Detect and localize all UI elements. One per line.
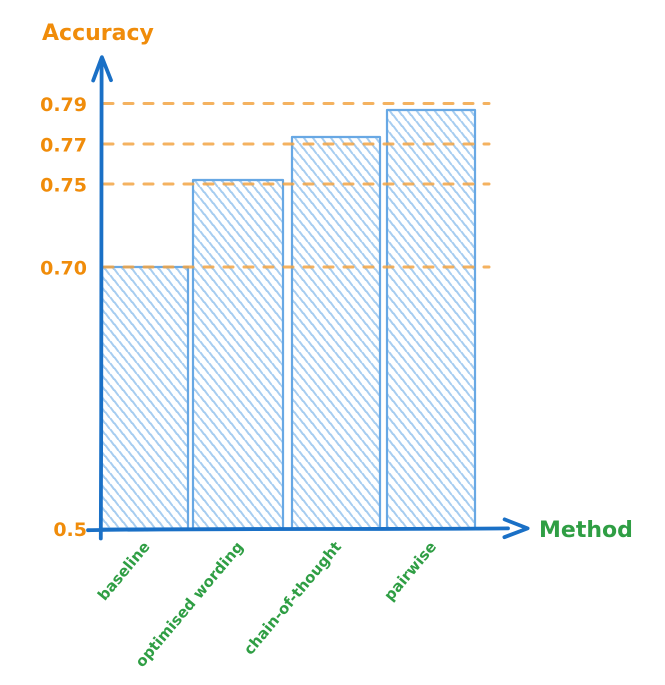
y-axis-line (98, 58, 104, 541)
x-category-label-baseline: baseline (94, 538, 153, 604)
x-axis-line (86, 526, 510, 533)
y-tick-labels: 0.5 0.70 0.75 0.77 0.79 (40, 94, 87, 541)
gridlines-group (102, 102, 491, 269)
y-axis (91, 55, 113, 541)
y-tick-label-0-75: 0.75 (40, 175, 87, 197)
bar-optimised-wording (191, 178, 285, 530)
x-category-label-optimised-wording: optimised wording (132, 538, 247, 671)
y-tick-label-0-77: 0.77 (40, 135, 87, 157)
y-axis-title: Accuracy (42, 21, 154, 46)
x-category-label-pairwise: pairwise (380, 538, 440, 604)
bar-chain-of-thought (290, 135, 382, 530)
bars-group (99, 108, 477, 530)
y-tick-label-0-79: 0.79 (40, 94, 87, 116)
x-axis-arrow-icon (502, 517, 530, 540)
bar-baseline (99, 265, 190, 530)
y-tick-label-0-5: 0.5 (53, 519, 87, 541)
y-tick-label-0-70: 0.70 (40, 258, 87, 280)
x-axis-title: Method (539, 518, 633, 543)
x-category-label-chain-of-thought: chain-of-thought (240, 538, 345, 658)
x-axis (86, 517, 530, 540)
bar-pairwise (385, 108, 477, 530)
y-axis-arrow-icon (91, 55, 113, 83)
